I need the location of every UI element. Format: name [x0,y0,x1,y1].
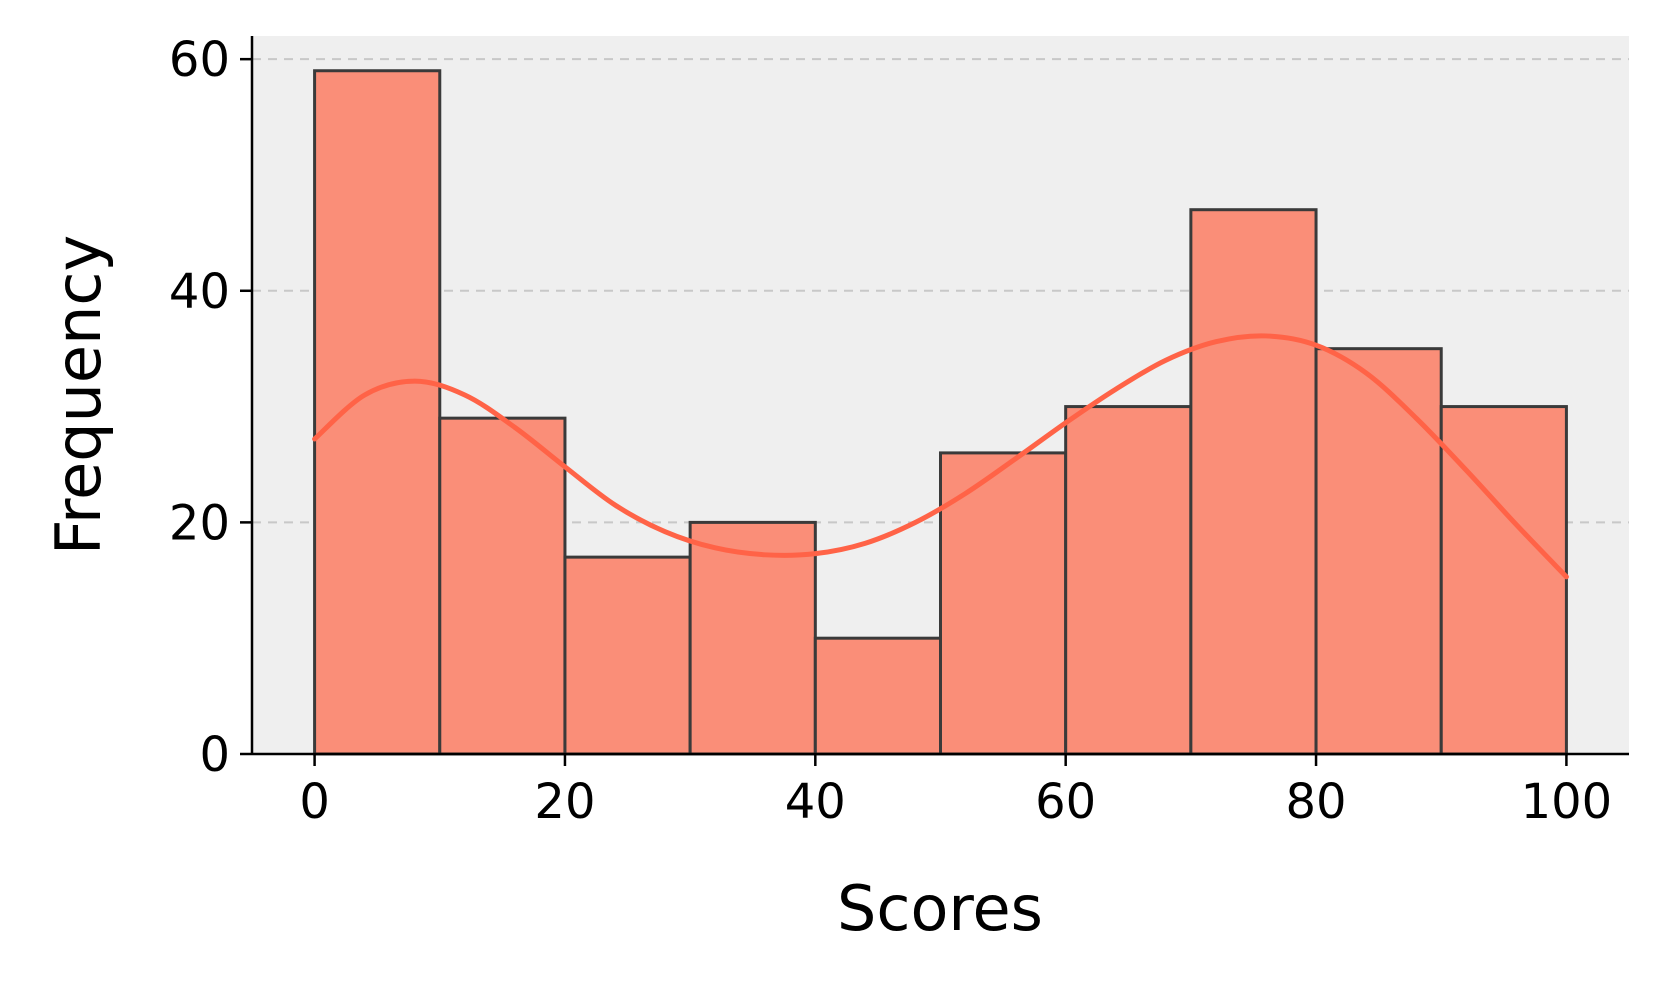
y-tick-label: 40 [169,264,230,320]
kde-curve [312,333,1569,580]
histogram-bar [1314,347,1443,756]
histogram-bar [1189,208,1318,756]
histogram-bar [813,636,942,756]
y-tick-label: 60 [169,32,230,88]
histogram-bars [313,69,1568,756]
y-tick-label: 0 [199,727,230,783]
y-axis-title: Frequency [42,235,115,555]
histogram-bar [1064,405,1193,756]
x-tick-label: 60 [1035,774,1096,830]
x-axis-ticks: 0 20 40 60 80 100 [299,754,1612,830]
histogram-bar [939,451,1068,756]
y-axis-ticks: 0 20 40 60 [169,32,252,783]
x-tick-label: 40 [785,774,846,830]
histogram-bar [563,555,692,756]
x-tick-label: 20 [534,774,595,830]
x-axis-title: Scores [837,872,1043,945]
kde-curve-group [312,333,1569,580]
histogram-bar [1439,405,1568,756]
histogram-bar [438,416,567,756]
histogram-bar [313,69,442,756]
x-tick-label: 100 [1521,774,1613,830]
x-tick-label: 0 [299,774,330,830]
x-tick-label: 80 [1286,774,1347,830]
y-tick-label: 20 [169,495,230,551]
